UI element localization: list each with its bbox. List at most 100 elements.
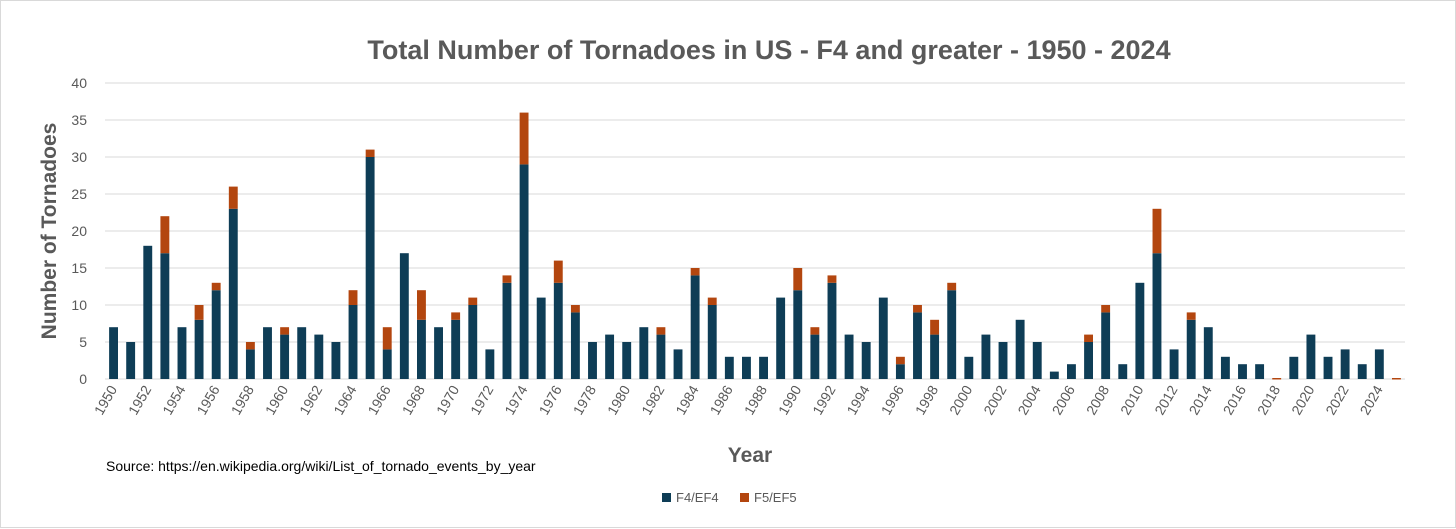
bar-f4-2005 — [1049, 371, 1059, 379]
bar-f5-1974 — [519, 112, 529, 165]
y-tick-label: 40 — [71, 75, 87, 91]
bar-f5-2008 — [1101, 305, 1111, 313]
bar-f5-1957 — [228, 186, 238, 209]
bar-f4-1989 — [776, 297, 786, 379]
bar-f5-1956 — [211, 282, 221, 291]
y-tick-label: 35 — [71, 112, 87, 128]
bar-f4-1981 — [639, 327, 649, 379]
x-tick-label: 2008 — [1083, 382, 1113, 417]
bar-f5-1973 — [502, 275, 512, 283]
bar-f4-1970 — [451, 319, 461, 379]
bar-f4-2016 — [1238, 364, 1247, 379]
bar-f5-1976 — [553, 260, 563, 283]
x-tick-label: 1996 — [878, 382, 908, 417]
bar-f5-1990 — [793, 268, 803, 291]
bar-f5-1965 — [365, 149, 375, 157]
bar-f4-1977 — [570, 312, 580, 379]
x-tick-label: 1994 — [843, 382, 873, 417]
bar-f4-1988 — [759, 356, 768, 379]
bar-f4-1998 — [930, 334, 940, 379]
x-tick-label: 2020 — [1288, 382, 1318, 417]
bar-f5-1960 — [280, 327, 290, 335]
x-tick-label: 1950 — [91, 382, 121, 417]
x-tick-label: 1968 — [399, 382, 429, 417]
bar-f4-1952 — [143, 245, 153, 379]
x-tick-label: 1952 — [125, 382, 155, 417]
bar-f4-2014 — [1203, 327, 1213, 379]
y-tick-label: 20 — [71, 223, 87, 239]
bar-f4-1960 — [280, 334, 290, 379]
bar-f4-1951 — [126, 342, 136, 379]
bar-f4-1986 — [724, 356, 734, 379]
x-tick-label: 1964 — [330, 382, 360, 417]
y-axis-title: Number of Tornadoes — [38, 123, 61, 340]
x-tick-label: 1988 — [741, 382, 771, 417]
x-tick-label: 2010 — [1117, 382, 1147, 417]
x-tick-label: 2016 — [1220, 382, 1250, 417]
y-tick-label: 15 — [71, 260, 87, 276]
bar-f5-1998 — [930, 319, 940, 335]
source-note: Source: https://en.wikipedia.org/wiki/Li… — [106, 458, 536, 474]
y-tick-label: 0 — [79, 371, 87, 387]
bar-f4-1975 — [536, 297, 546, 379]
bar-f4-1958 — [245, 349, 255, 379]
y-tick-label: 10 — [71, 297, 87, 313]
bar-f4-2015 — [1220, 356, 1230, 379]
x-tick-label: 1966 — [364, 382, 394, 417]
bar-f5-1977 — [570, 305, 580, 313]
bar-f4-1985 — [707, 305, 717, 379]
bar-f4-1961 — [297, 327, 307, 379]
bar-zero-2025 — [1392, 378, 1401, 380]
bar-f4-1978 — [588, 342, 597, 379]
bar-zero-2018 — [1272, 378, 1282, 380]
x-tick-label: 1978 — [570, 382, 600, 417]
bar-f4-1991 — [810, 334, 820, 379]
bar-f4-1962 — [314, 334, 324, 379]
x-tick-label: 1982 — [638, 382, 668, 417]
x-tick-label: 2018 — [1254, 382, 1284, 417]
x-tick-label: 1986 — [707, 382, 737, 417]
bar-f5-1992 — [827, 275, 837, 283]
bars — [109, 112, 1401, 380]
x-tick-label: 1962 — [296, 382, 326, 417]
legend-label-f4: F4/EF4 — [676, 490, 719, 505]
x-tick-label: 1956 — [193, 382, 223, 417]
bar-f4-1971 — [468, 305, 478, 379]
x-tick-label: 1984 — [672, 382, 702, 417]
bar-f5-1966 — [382, 327, 392, 350]
bar-f4-1993 — [844, 334, 854, 379]
bar-f4-1963 — [331, 342, 341, 379]
bar-f4-2003 — [1015, 319, 1025, 379]
x-tick-label: 1992 — [809, 382, 839, 417]
x-tick-label: 2004 — [1014, 382, 1044, 417]
x-tick-label: 2006 — [1049, 382, 1079, 417]
x-tick-label: 1974 — [501, 382, 531, 417]
bar-f5-2011 — [1152, 208, 1162, 254]
bar-f4-1955 — [194, 319, 204, 379]
bar-f4-2009 — [1118, 364, 1128, 379]
x-tick-label: 1960 — [262, 382, 292, 417]
x-tick-label: 2022 — [1322, 382, 1352, 417]
bar-f4-2017 — [1255, 364, 1265, 379]
bar-f4-1968 — [417, 319, 426, 379]
bar-f4-2023 — [1357, 364, 1367, 379]
y-tick-label: 30 — [71, 149, 87, 165]
bar-f5-2013 — [1186, 312, 1196, 320]
bar-f4-2006 — [1067, 364, 1076, 379]
bar-f5-1970 — [451, 312, 461, 320]
x-axis-ticks: 1950 1952 1954 1956 1958 1960 1962 1964 1966 1968… — [91, 382, 1386, 417]
bar-f4-2007 — [1084, 342, 1093, 379]
bar-f4-1973 — [502, 282, 512, 379]
bar-f4-2021 — [1323, 356, 1333, 379]
bar-f5-1953 — [160, 216, 170, 254]
bar-f4-1965 — [365, 157, 375, 379]
x-tick-label: 1958 — [228, 382, 258, 417]
bar-f4-1979 — [605, 334, 615, 379]
x-tick-label: 2014 — [1185, 382, 1215, 417]
x-tick-label: 1980 — [604, 382, 634, 417]
bar-f5-1997 — [913, 305, 922, 313]
bar-f4-1967 — [399, 253, 409, 379]
bar-f5-1955 — [194, 305, 204, 320]
bar-f4-1957 — [228, 208, 238, 379]
